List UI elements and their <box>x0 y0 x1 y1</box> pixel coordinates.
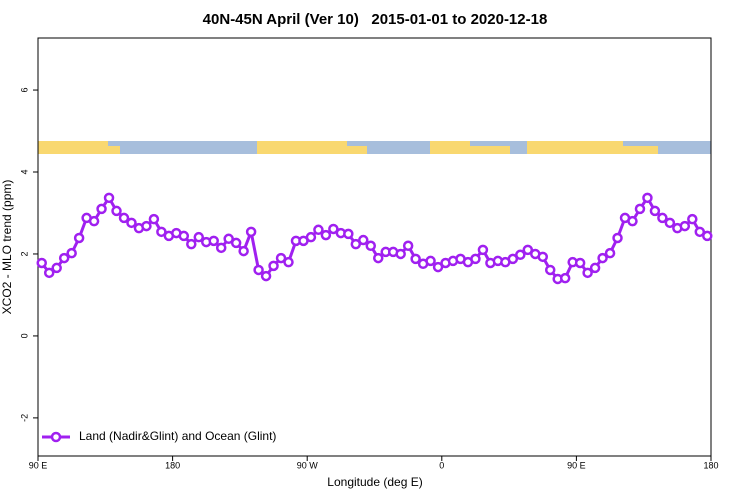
data-point <box>687 213 698 225</box>
data-point <box>515 249 526 261</box>
data-point <box>305 231 317 243</box>
data-point <box>260 270 272 282</box>
data-point <box>193 231 205 243</box>
series-line <box>40 196 708 281</box>
data-point <box>126 217 137 229</box>
data-point <box>238 245 249 257</box>
data-point <box>649 205 661 217</box>
data-point <box>51 262 62 274</box>
data-point <box>402 240 414 252</box>
data-point <box>96 203 107 215</box>
data-point <box>358 234 369 246</box>
data-point <box>58 252 70 264</box>
data-point <box>208 235 219 247</box>
data-point <box>283 256 294 268</box>
data-point <box>111 205 122 217</box>
legend-marker <box>50 431 62 443</box>
data-point <box>627 215 638 227</box>
data-point <box>604 247 616 259</box>
data-point <box>582 267 593 279</box>
legend-label: Land (Nadir&Glint) and Ocean (Glint) <box>79 429 276 443</box>
data-point <box>186 238 197 250</box>
data-point <box>148 213 160 225</box>
y-tick-label: 2 <box>19 251 29 256</box>
data-point <box>574 257 586 269</box>
data-point <box>275 252 287 264</box>
data-point <box>178 230 190 242</box>
data-point <box>679 220 691 232</box>
y-axis-label: XCO2 - MLO trend (ppm) <box>0 180 14 315</box>
data-point <box>544 264 556 276</box>
data-point <box>425 255 436 267</box>
x-tick-label: 180 <box>703 460 718 470</box>
data-point <box>597 252 608 264</box>
data-point <box>328 223 339 235</box>
x-tick-label: 180 <box>165 460 180 470</box>
data-point <box>215 242 227 254</box>
data-point <box>350 238 362 250</box>
chart-title: 40N-45N April (Ver 10) 2015-01-01 to 202… <box>203 11 548 28</box>
data-point <box>642 192 653 204</box>
data-point <box>313 224 324 236</box>
data-point <box>589 262 601 274</box>
data-point <box>522 244 534 256</box>
data-point <box>432 261 444 273</box>
data-point <box>66 247 77 259</box>
data-point <box>230 237 242 249</box>
data-point <box>694 226 706 238</box>
data-point <box>343 228 354 240</box>
data-point <box>245 226 257 238</box>
data-point <box>88 215 100 227</box>
x-tick-label: 90 W <box>297 460 319 470</box>
data-point <box>634 203 646 215</box>
data-point <box>372 252 384 264</box>
x-tick-label: 90 E <box>567 460 586 470</box>
data-point <box>156 226 167 238</box>
y-tick-label: 4 <box>19 169 29 174</box>
data-point <box>320 229 332 241</box>
data-point <box>253 264 264 276</box>
y-tick-label: -2 <box>19 414 29 422</box>
data-point <box>395 248 406 260</box>
data-point <box>118 212 130 224</box>
y-tick-label: 6 <box>19 88 29 93</box>
x-tick-label: 0 <box>439 460 444 470</box>
x-axis-label: Longitude (deg E) <box>327 475 422 489</box>
plot-frame <box>37 37 712 457</box>
data-point <box>410 253 421 265</box>
data-point <box>36 257 47 269</box>
data-point <box>103 192 115 204</box>
data-point <box>365 240 377 252</box>
data-point <box>470 253 481 265</box>
data-point <box>664 217 676 229</box>
data-point <box>559 272 571 284</box>
data-point <box>507 253 519 265</box>
data-point <box>43 267 55 279</box>
y-tick-label: 0 <box>19 333 29 338</box>
land-ocean-strip <box>38 141 711 154</box>
data-point <box>141 220 152 232</box>
data-point <box>268 260 279 272</box>
data-point <box>702 230 713 242</box>
x-tick-label: 90 E <box>29 460 48 470</box>
data-point <box>73 232 85 244</box>
data-point <box>537 251 548 263</box>
data-point <box>657 212 668 224</box>
data-point <box>223 233 234 245</box>
data-point <box>612 232 623 244</box>
data-point <box>477 244 489 256</box>
